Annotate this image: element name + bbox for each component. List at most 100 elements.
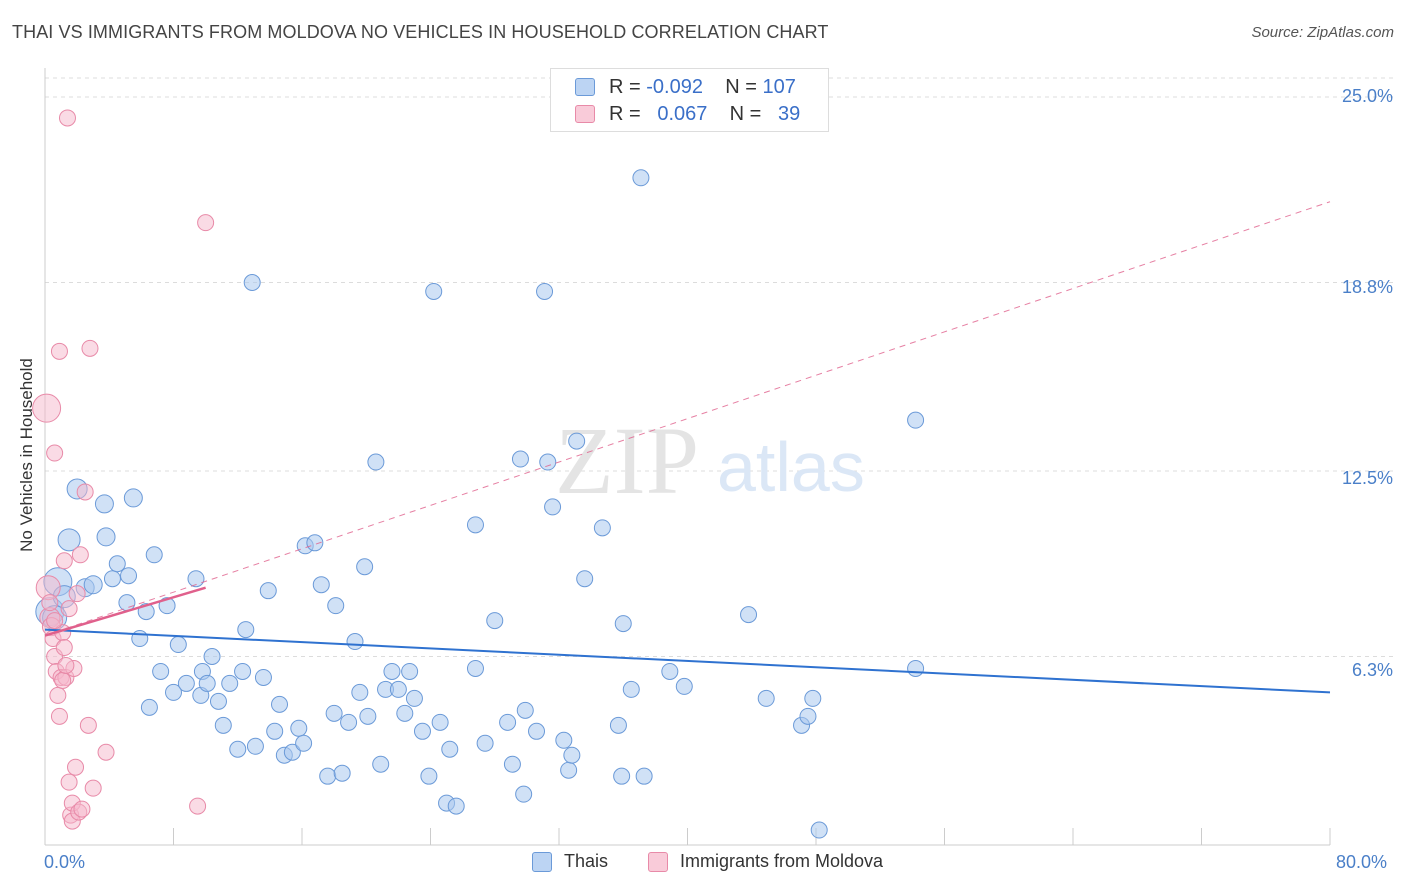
data-point-thais [675,677,693,695]
data-point-moldova [57,656,75,674]
source-label: Source: ZipAtlas.com [1251,24,1394,41]
data-point-moldova [84,779,102,797]
data-point-thais [165,683,182,701]
data-point-thais [810,821,828,839]
data-point-thais [396,704,414,722]
legend-n-value: 39 [778,102,801,125]
y-tick-label-18-8: 18.8% [1341,277,1393,297]
data-point-thais [57,528,81,552]
legend-r-value: 0.067 [657,102,708,125]
legend-label-moldova: Immigrants from Moldova [680,851,884,871]
data-point-thais [536,282,554,300]
data-point-thais [94,494,114,514]
trend-line-moldova [44,586,206,637]
data-point-thais [108,555,126,573]
data-point-thais [441,740,459,758]
y-tick-label-6-3: 6.3% [1351,660,1393,680]
legend-r-label: R = [609,75,641,98]
data-point-thais [576,570,594,588]
watermark-zip: ZIP [555,407,699,514]
legend-label-thais: Thais [564,851,609,871]
data-point-moldova [58,109,76,127]
data-point-moldova [60,600,78,618]
data-point-thais [389,680,407,698]
y-tick-label-12-5: 12.5% [1341,468,1393,488]
data-point-thais [486,612,504,630]
data-point-thais [503,755,521,773]
legend-swatch-blue [575,78,595,96]
data-point-thais [283,743,301,761]
data-point-moldova [67,758,85,776]
data-point-moldova [50,342,68,360]
data-point-thais [221,674,239,692]
y-tick-label-25: 25.0% [1341,86,1393,106]
data-point-moldova [46,612,64,630]
data-point-thais [340,713,358,731]
data-point-moldova [76,483,94,501]
data-point-thais [367,453,385,471]
legend-n-label: N = [725,75,757,98]
data-point-thais [405,689,423,707]
legend-swatch-pink [575,105,595,123]
x-tick-label-0: 0.0% [44,852,86,872]
data-point-thais [622,680,640,698]
data-point-thais [203,648,221,666]
data-point-moldova [73,800,91,818]
data-point-thais [243,274,261,292]
watermark-atlas: atlas [717,428,865,506]
data-point-thais [528,722,546,740]
data-point-thais [563,746,581,764]
data-point-thais [661,662,679,680]
data-point-thais [327,597,345,615]
data-point-thais [613,767,631,785]
data-point-thais [907,411,925,429]
data-point-thais [295,734,313,752]
data-point-thais [123,488,143,508]
data-point-moldova [55,639,73,657]
data-point-thais [568,432,586,450]
data-point-thais [266,722,284,740]
data-point-thais [466,516,484,534]
data-point-thais [740,606,758,624]
data-point-thais [447,797,465,815]
data-point-moldova [32,393,62,423]
data-point-thais [799,707,817,725]
data-point-thais [234,662,252,680]
data-point-moldova [68,585,86,603]
data-point-thais [476,734,494,752]
legend-r-label: R = [609,102,641,125]
data-point-thais [306,534,324,552]
data-point-thais [290,719,308,737]
legend-n-value: 107 [762,75,796,98]
data-point-thais [544,498,562,516]
data-point-thais [271,695,289,713]
data-point-thais [319,767,337,785]
data-point-moldova [55,552,73,570]
data-point-thais [383,662,401,680]
trend-line-thais [44,628,1331,694]
data-point-thais [804,689,822,707]
data-point-thais [198,674,216,692]
x-tick-label-80: 80.0% [1336,852,1388,872]
data-point-thais [187,570,205,588]
data-point-thais [511,450,529,468]
data-point-thais [254,668,272,686]
correlation-legend: R = -0.092 N = 107 R = 0.067 N = 39 [550,68,829,132]
data-point-thais [96,527,116,547]
data-point-thais [351,683,369,701]
data-point-thais [325,704,343,722]
data-point-moldova [41,594,59,612]
data-point-thais [757,689,775,707]
data-point-moldova [71,546,89,564]
data-point-thais [120,567,138,585]
data-point-thais [214,716,232,734]
data-point-thais [169,636,187,654]
legend-swatch-thais [532,851,552,872]
data-point-thais [372,755,390,773]
legend-swatch-moldova [648,851,669,872]
data-point-moldova [46,444,64,462]
legend-r-value: -0.092 [646,75,703,98]
data-point-thais [401,662,419,680]
data-point-thais [209,692,227,710]
data-point-moldova [189,797,207,815]
